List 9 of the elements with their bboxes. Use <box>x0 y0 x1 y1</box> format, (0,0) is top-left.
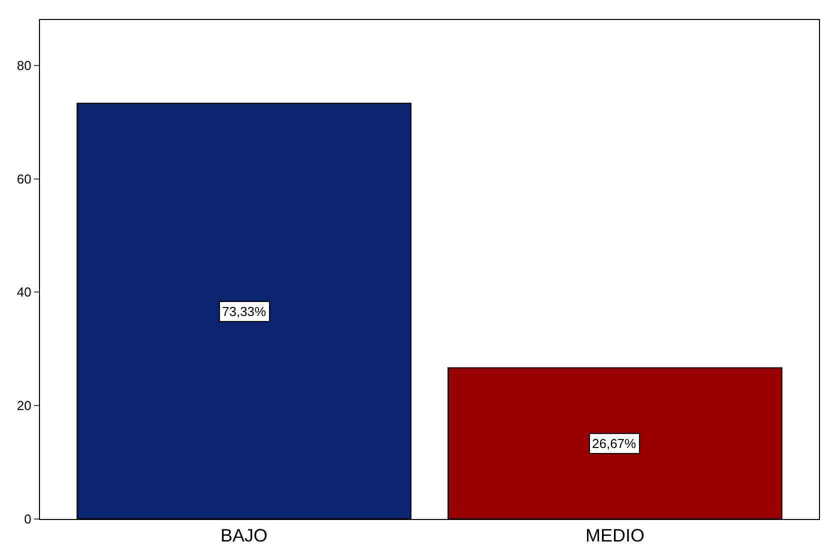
y-tick-label: 20 <box>16 398 32 414</box>
data-label: 73,33% <box>222 304 267 319</box>
x-tick-label: BAJO <box>220 526 268 546</box>
x-tick-label: MEDIO <box>585 526 644 546</box>
y-tick-label: 0 <box>24 512 32 527</box>
y-tick-label: 60 <box>16 171 32 186</box>
y-tick-label: 80 <box>16 58 32 73</box>
y-tick-label: 40 <box>16 284 32 300</box>
data-label: 26,67% <box>592 436 637 451</box>
